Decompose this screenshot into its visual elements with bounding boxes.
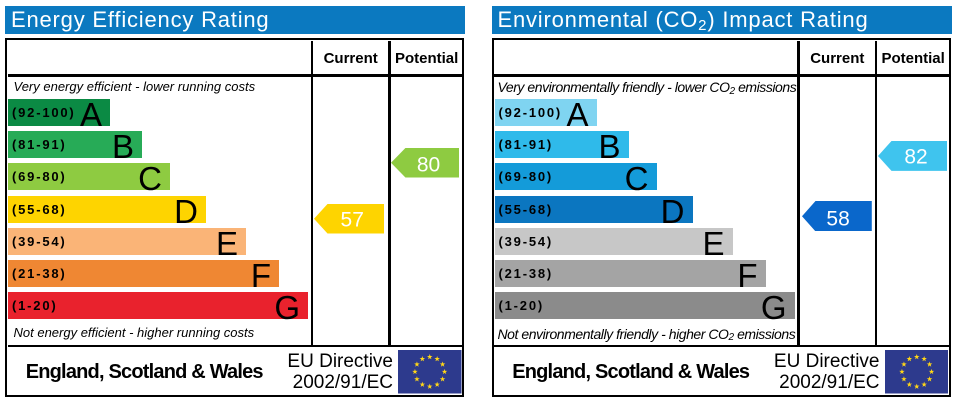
svg-text:58: 58 xyxy=(826,208,849,231)
svg-text:82: 82 xyxy=(905,145,928,168)
svg-text:57: 57 xyxy=(341,208,364,231)
svg-text:80: 80 xyxy=(417,154,440,177)
